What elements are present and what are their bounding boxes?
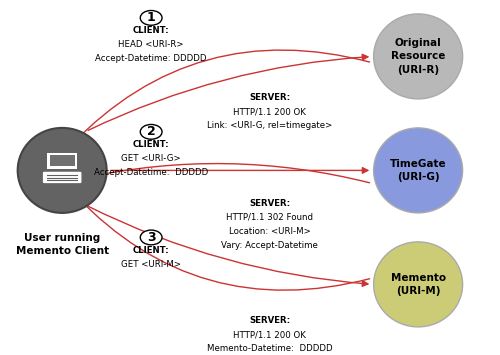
Text: 2: 2 — [147, 125, 156, 138]
Text: HEAD <URI-R>: HEAD <URI-R> — [118, 40, 184, 49]
Text: Memento-Datetime:  DDDDD: Memento-Datetime: DDDDD — [207, 344, 332, 353]
Text: 3: 3 — [147, 231, 156, 244]
Ellipse shape — [374, 14, 462, 99]
Text: SERVER:: SERVER: — [249, 199, 290, 208]
Text: Accept-Datetime: DDDDD: Accept-Datetime: DDDDD — [96, 54, 207, 64]
Bar — [47, 153, 78, 169]
Text: HTTP/1.1 302 Found: HTTP/1.1 302 Found — [226, 213, 314, 222]
Text: SERVER:: SERVER: — [249, 316, 290, 325]
Text: Original
Resource
(URI-R): Original Resource (URI-R) — [391, 38, 446, 75]
Text: Link: <URI-G, rel=timegate>: Link: <URI-G, rel=timegate> — [207, 121, 332, 130]
Ellipse shape — [374, 242, 462, 327]
Text: Memento
(URI-M): Memento (URI-M) — [390, 273, 446, 296]
Text: SERVER:: SERVER: — [249, 93, 290, 102]
Circle shape — [140, 125, 162, 139]
Text: Location: <URI-M>: Location: <URI-M> — [229, 227, 310, 236]
Text: User running
Memento Client: User running Memento Client — [16, 233, 108, 256]
Text: 1: 1 — [147, 11, 156, 24]
Bar — [50, 155, 74, 166]
Circle shape — [140, 230, 162, 245]
Ellipse shape — [18, 128, 106, 213]
Circle shape — [140, 11, 162, 25]
Text: CLIENT:: CLIENT: — [133, 246, 170, 255]
Text: Vary: Accept-Datetime: Vary: Accept-Datetime — [222, 241, 318, 250]
FancyBboxPatch shape — [43, 172, 82, 183]
Text: GET <URI-M>: GET <URI-M> — [121, 260, 181, 269]
Text: CLIENT:: CLIENT: — [133, 140, 170, 149]
Text: GET <URI-G>: GET <URI-G> — [122, 154, 181, 163]
Text: CLIENT:: CLIENT: — [133, 26, 170, 35]
Text: HTTP/1.1 200 OK: HTTP/1.1 200 OK — [234, 107, 306, 116]
Ellipse shape — [374, 128, 462, 213]
Text: Accept-Datetime:  DDDDD: Accept-Datetime: DDDDD — [94, 168, 208, 178]
Text: HTTP/1.1 200 OK: HTTP/1.1 200 OK — [234, 330, 306, 339]
Text: TimeGate
(URI-G): TimeGate (URI-G) — [390, 159, 446, 182]
